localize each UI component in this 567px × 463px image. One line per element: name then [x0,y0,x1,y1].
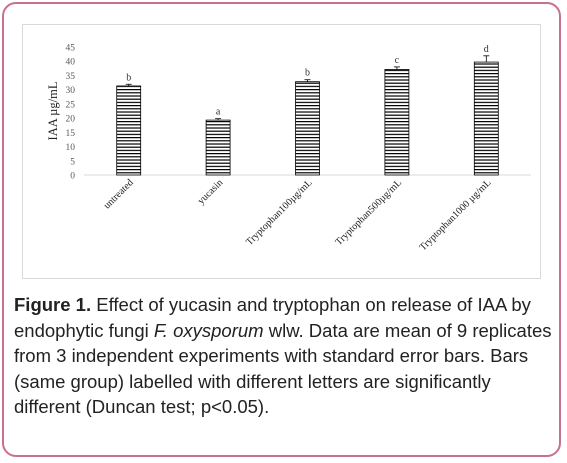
bar [295,81,320,176]
category-label: Tryptophan100µg/mL [244,177,315,248]
significance-letter: b [305,68,310,79]
category-label: Tryptophan500µg/mL [333,177,404,248]
y-tick-label: 0 [70,172,75,182]
bar [473,61,499,176]
category-label: untreated [102,177,136,211]
bar [384,69,410,176]
y-tick-label: 45 [66,44,76,54]
bar [205,119,231,176]
significance-letter: d [484,44,489,55]
category-label: yucasin [196,177,225,206]
y-axis-title: IAA µg/mL [46,82,60,141]
y-tick-label: 40 [66,58,76,68]
y-tick-label: 30 [66,86,76,96]
caption-text-2: wlw. Data are mean of 9 replicates from … [14,319,552,418]
bar-chart: 0 5 10 15 20 25 30 35 40 45 IAA µg/mL b untreated a yu… [46,44,531,253]
caption-species: F. oxysporum [153,319,264,341]
y-tick-label: 20 [66,115,76,125]
y-tick-label: 10 [66,143,76,153]
figure-caption: Figure 1. Effect of yucasin and tryptoph… [14,292,554,420]
y-tick-label: 5 [70,157,75,167]
y-tick-label: 25 [66,100,76,110]
caption-text-1: Effect of yucasin and tryptophan on rele… [14,294,531,341]
significance-letter: b [126,72,131,83]
significance-letter: a [216,107,221,118]
significance-letter: c [395,55,400,66]
chart-panel: 0 5 10 15 20 25 30 35 40 45 IAA µg/mL b untreated a yu… [22,24,541,279]
category-label: Tryptophan1000 µg/mL [418,177,494,253]
figure-label: Figure 1. [14,294,92,315]
y-tick-label: 35 [66,72,76,82]
bar [116,85,142,176]
y-tick-label: 15 [66,129,76,139]
